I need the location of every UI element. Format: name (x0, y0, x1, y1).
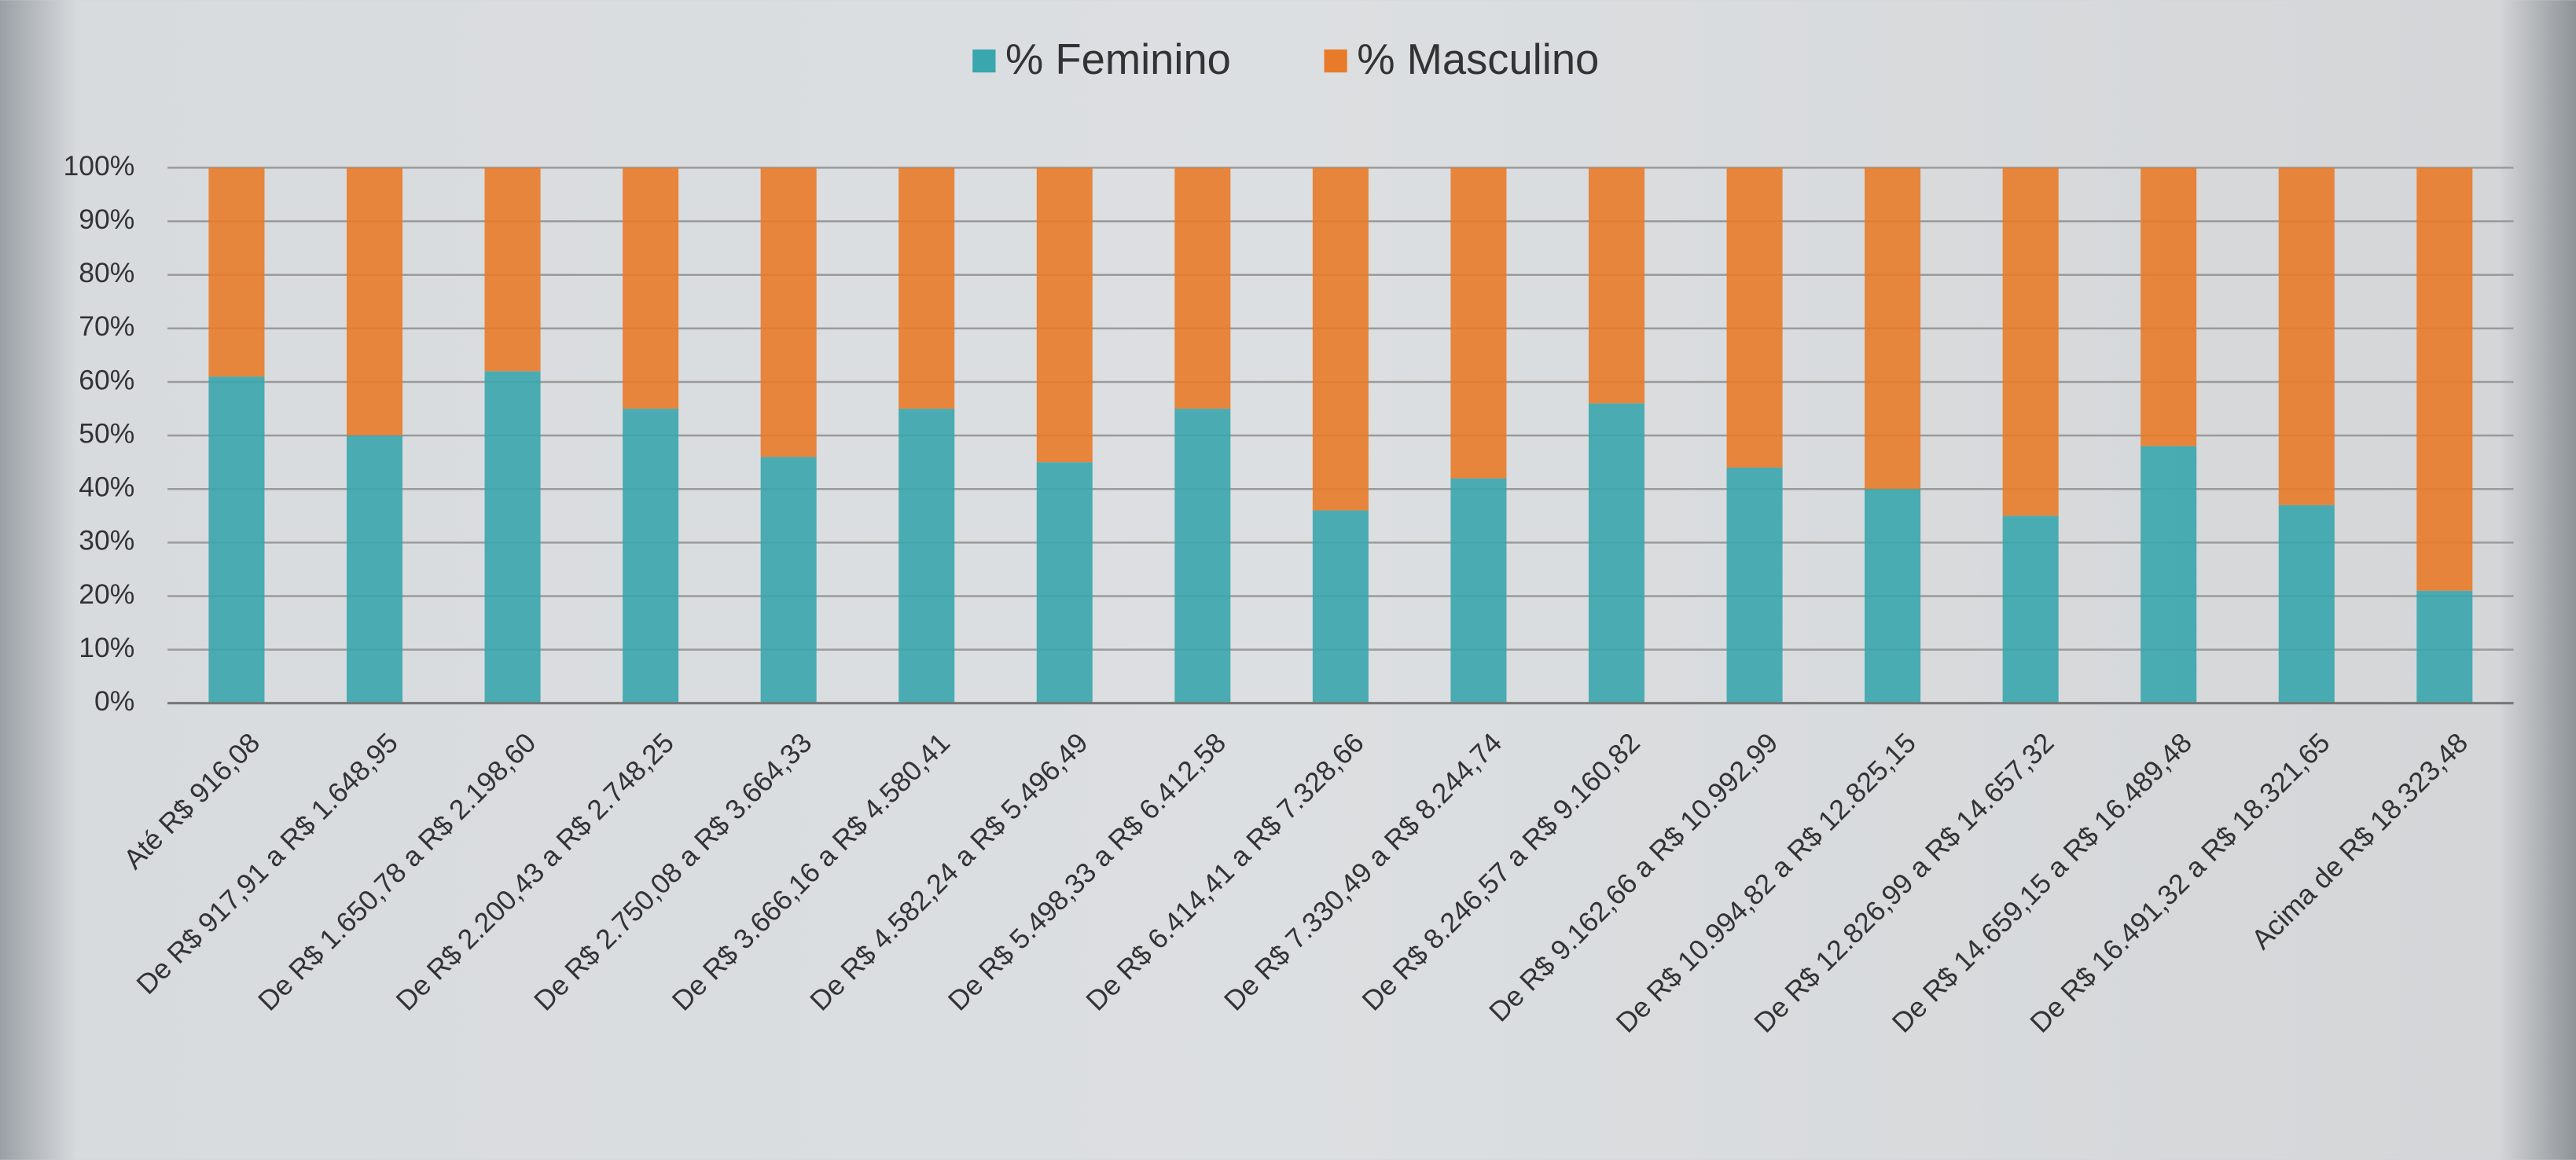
bar-segment (898, 167, 954, 409)
legend-swatch (1324, 50, 1347, 72)
bar-segment (208, 167, 264, 376)
legend-label: % Feminino (1005, 35, 1231, 83)
bar-segment (1174, 167, 1230, 409)
bar-segment (898, 409, 954, 703)
bar-segment (2416, 591, 2472, 703)
y-tick-label: 100% (64, 150, 135, 182)
bar-segment (2279, 167, 2335, 505)
bar-segment (2416, 167, 2472, 590)
y-tick-label: 40% (79, 472, 134, 503)
bar-segment (485, 167, 541, 371)
chart: % Feminino % Masculino 0% 10% 20% 30% 40% 50% 6… (0, 0, 2576, 1160)
bar-segment (1450, 479, 1506, 703)
y-tick-label: 10% (79, 632, 134, 663)
legend-label: % Masculino (1357, 35, 1599, 83)
y-tick-label: 20% (79, 578, 134, 610)
y-tick-label: 80% (79, 257, 134, 288)
bar-segment (761, 167, 817, 457)
bar-segment (2279, 505, 2335, 703)
bar-segment (208, 376, 264, 703)
y-tick-label: 60% (79, 364, 134, 395)
bar-segment (2003, 516, 2059, 703)
y-tick-label: 0% (94, 685, 134, 717)
page: {"chart_data": {"type": "stacked-bar", "… (0, 0, 2576, 1160)
bar-segment (761, 457, 817, 703)
bar-segment (623, 409, 678, 703)
bar-segment (1589, 167, 1644, 403)
y-tick-label: 70% (79, 310, 134, 342)
bar-segment (2141, 167, 2196, 446)
y-tick-label: 30% (79, 525, 134, 556)
legend-swatch (972, 50, 995, 72)
bar-segment (1174, 409, 1230, 703)
bar-segment (1450, 167, 1506, 478)
y-tick-label: 90% (79, 204, 134, 235)
bar-segment (1865, 489, 1920, 703)
bar-segment (347, 167, 402, 435)
bar-segment (347, 435, 402, 703)
bar-segment (1589, 403, 1644, 703)
bar-segment (1037, 167, 1093, 462)
bar-segment (1727, 167, 1783, 468)
bar-segment (623, 167, 678, 409)
bar-segment (2141, 446, 2196, 703)
bar-segment (2003, 167, 2059, 516)
bar-segment (1313, 167, 1369, 510)
bar-segment (1313, 510, 1369, 703)
bar-segment (485, 371, 541, 703)
bar-segment (1037, 462, 1093, 703)
bar-segment (1865, 167, 1920, 489)
y-tick-label: 50% (79, 417, 134, 449)
bar-segment (1727, 468, 1783, 703)
